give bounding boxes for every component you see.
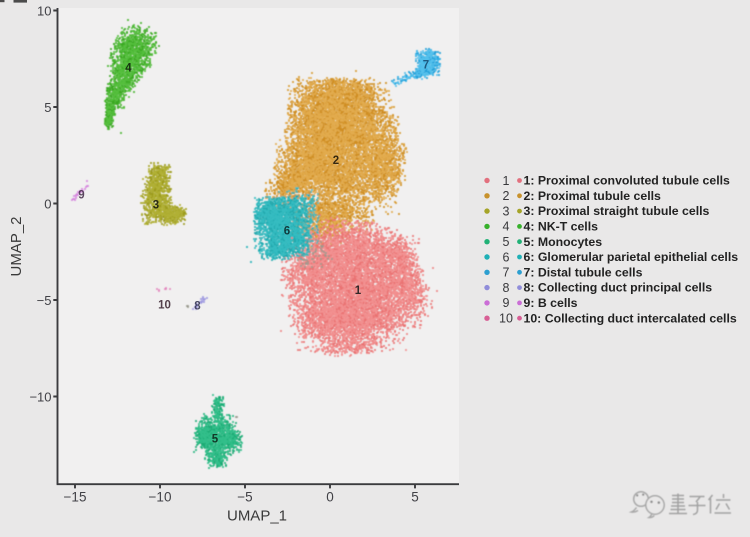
svg-text:−10: −10 (29, 389, 51, 404)
svg-text:1: 1 (355, 285, 362, 297)
svg-text:5: 5 (44, 100, 51, 115)
svg-text:2: Proximal tubule cells: 2: Proximal tubule cells (524, 189, 662, 203)
svg-text:1: Proximal convoluted tubule: 1: Proximal convoluted tubule cells (524, 174, 731, 188)
svg-text:1: 1 (503, 174, 510, 188)
svg-text:10: 10 (158, 300, 171, 312)
svg-text:8: Collecting duct principal c: 8: Collecting duct principal cells (524, 281, 713, 295)
svg-text:8: 8 (194, 301, 201, 313)
svg-text:5: 5 (503, 235, 510, 249)
svg-text:6: 6 (503, 250, 510, 264)
svg-text:7: 7 (503, 266, 510, 280)
svg-text:9: 9 (503, 296, 510, 310)
svg-text:−5: −5 (37, 293, 52, 308)
svg-text:3: 3 (153, 200, 159, 212)
svg-text:10: 10 (499, 312, 513, 326)
svg-text:0: 0 (44, 196, 51, 211)
svg-text:4: NK-T cells: 4: NK-T cells (524, 220, 599, 234)
svg-text:−5: −5 (237, 490, 252, 505)
svg-text:3: 3 (503, 204, 510, 218)
svg-text:10: Collecting duct intercalat: 10: Collecting duct intercalated cells (524, 311, 737, 325)
svg-text:4: 4 (503, 220, 510, 234)
svg-text:6: 6 (284, 226, 290, 238)
svg-text:−10: −10 (149, 490, 172, 505)
svg-text:5: 5 (411, 490, 419, 505)
svg-text:−15: −15 (64, 490, 87, 505)
svg-text:7: Distal tubule cells: 7: Distal tubule cells (524, 265, 643, 279)
svg-text:UMAP_1: UMAP_1 (227, 508, 287, 525)
svg-text:4: 4 (125, 63, 132, 75)
svg-text:7: 7 (423, 60, 429, 72)
svg-text:6: Glomerular parietal epithel: 6: Glomerular parietal epithelial cells (524, 250, 739, 264)
svg-text:8: 8 (503, 281, 510, 295)
svg-text:3: Proximal straight tubule ce: 3: Proximal straight tubule cells (524, 204, 710, 218)
svg-text:UMAP_2: UMAP_2 (8, 216, 25, 276)
svg-text:9: 9 (78, 190, 84, 202)
svg-text:9: B cells: 9: B cells (524, 296, 578, 310)
svg-text:2: 2 (333, 155, 339, 167)
svg-text:5: Monocytes: 5: Monocytes (524, 235, 603, 249)
svg-text:0: 0 (326, 490, 334, 505)
svg-text:5: 5 (212, 434, 219, 446)
svg-text:2: 2 (503, 189, 510, 203)
svg-text:10: 10 (37, 3, 51, 18)
